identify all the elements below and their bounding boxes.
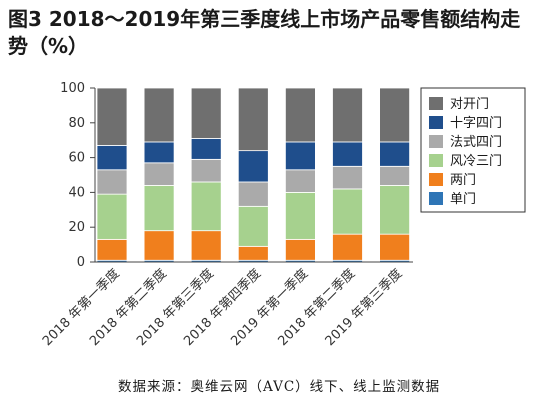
bar-stack [190, 87, 222, 263]
bar-segment [332, 87, 363, 143]
x-category-label: 2018 年第二季度 [275, 266, 359, 350]
bar-segment [332, 188, 363, 235]
bar-stack [237, 87, 269, 263]
legend-label: 法式四门 [450, 135, 502, 150]
bar-stack [379, 87, 411, 263]
y-tick-label: 20 [68, 220, 85, 235]
legend-item: 十字四门 [429, 116, 502, 131]
chart-title: 图3 2018～2019年第三季度线上市场产品零售额结构走势（%） [8, 7, 521, 58]
y-tick-label: 40 [68, 185, 85, 200]
bar-segment [190, 181, 222, 232]
y-tick-label: 80 [68, 116, 85, 131]
bar-segment [190, 158, 222, 183]
legend-label: 两门 [450, 173, 476, 188]
bar-segment [237, 87, 269, 152]
bar-segment [237, 181, 269, 207]
legend-item: 风冷三门 [429, 154, 502, 169]
y-tick-label: 60 [68, 151, 85, 166]
bar-segment [237, 245, 269, 261]
bar-segment [96, 193, 128, 240]
legend-label: 单门 [450, 192, 476, 207]
bar-segment [96, 145, 128, 171]
y-tick-label: 100 [60, 81, 85, 96]
x-category-label: 2018 年第一季度 [39, 266, 123, 350]
bar-stack [96, 87, 128, 263]
legend-swatch [429, 192, 443, 205]
legend-swatch [429, 97, 443, 110]
bar-segment [379, 87, 411, 143]
bar-stack [332, 87, 363, 263]
bar-segment [284, 238, 316, 261]
bar-segment [379, 233, 411, 261]
x-category-label: 2018 年第四季度 [181, 266, 265, 350]
bar-stacks [96, 87, 411, 263]
legend-item: 对开门 [429, 97, 489, 112]
bar-segment [284, 169, 316, 193]
legend-swatch [429, 173, 443, 186]
bar-segment [96, 169, 128, 195]
bar-segment [379, 141, 411, 167]
bar-segment [237, 205, 269, 247]
bar-segment [190, 138, 222, 160]
x-category-label: 2019 年第三季度 [322, 266, 406, 350]
bar-segment [284, 191, 316, 240]
x-category-label: 2019 年第一季度 [228, 266, 312, 350]
bar-segment [379, 165, 411, 186]
bar-segment [96, 238, 128, 261]
legend-label: 十字四门 [450, 116, 502, 131]
legend-item: 法式四门 [429, 135, 502, 150]
bar-segment [96, 87, 128, 146]
bar-stack [143, 87, 175, 263]
bar-segment [143, 162, 175, 186]
bar-segment [332, 141, 363, 167]
bar-segment [143, 230, 175, 261]
bar-segment [237, 150, 269, 183]
bar-segment [143, 141, 175, 164]
x-category-label: 2018 年第三季度 [133, 266, 217, 350]
x-category-label: 2018 年第二季度 [86, 266, 170, 350]
legend-swatch [429, 116, 443, 129]
y-tick-label: 0 [77, 255, 85, 270]
bar-segment [379, 185, 411, 235]
bar-segment [143, 87, 175, 143]
legend-label: 对开门 [450, 97, 489, 112]
legend-label: 风冷三门 [450, 154, 502, 169]
legend-item: 单门 [429, 192, 476, 207]
bar-stack [284, 87, 316, 263]
y-axis: 0 20 40 60 80 100 [60, 81, 96, 270]
bar-segment [332, 233, 363, 261]
legend-swatch [429, 154, 443, 167]
legend-item: 两门 [429, 173, 476, 188]
bar-segment [143, 185, 175, 232]
legend-swatch [429, 135, 443, 148]
bar-segment [284, 141, 316, 171]
bar-segment [284, 87, 316, 143]
bar-segment [190, 230, 222, 261]
bar-segment [332, 165, 363, 190]
bar-segment [190, 87, 222, 139]
source-note: 数据来源：奥维云网（AVC）线下、线上监测数据 [118, 379, 441, 395]
